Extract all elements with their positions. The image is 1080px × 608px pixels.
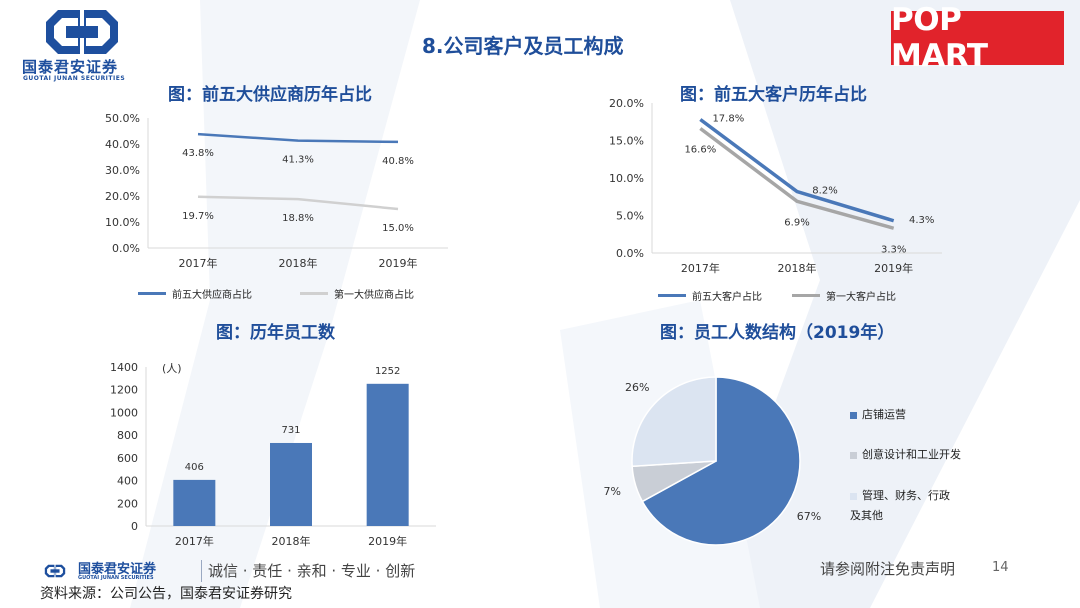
customers-x-tick-label: 2018年 <box>778 261 817 275</box>
customers-data-label: 4.3% <box>909 215 934 226</box>
logo-emblem-icon <box>46 10 118 54</box>
logo-cn-text: 国泰君安证券 <box>22 58 119 76</box>
footer-logo-cn: 国泰君安证券 <box>78 562 157 577</box>
employees-y-tick-label: 1000 <box>110 406 138 419</box>
employees-unit-label: (人) <box>162 362 182 375</box>
suppliers-y-tick-label: 50.0% <box>105 112 140 125</box>
suppliers-x-tick-label: 2019年 <box>379 256 418 270</box>
logo-en-text: GUOTAI JUNAN SECURITIES <box>23 75 126 82</box>
employees-y-tick-label: 600 <box>117 452 138 465</box>
employees-y-tick-label: 1400 <box>110 361 138 374</box>
footer-logo: 国泰君安证券 GUOTAI JUNAN SECURITIES <box>38 558 198 584</box>
pie-slice <box>641 376 801 546</box>
suppliers-series-line-2 <box>197 195 399 211</box>
footer-logo-en: GUOTAI JUNAN SECURITIES <box>78 575 154 581</box>
employees-data-label: 731 <box>281 425 300 436</box>
customers-y-tick-label: 0.0% <box>616 247 644 260</box>
legend-swatch <box>850 451 857 459</box>
employees-data-label: 1252 <box>375 366 400 377</box>
legend-label: 前五大供应商占比 <box>172 290 252 301</box>
chart-title-suppliers: 图：前五大供应商历年占比 <box>168 85 372 105</box>
footer-divider <box>201 560 202 582</box>
suppliers-y-tick-label: 0.0% <box>112 242 140 255</box>
legend-label: 前五大客户占比 <box>692 292 762 303</box>
customers-y-tick-label: 15.0% <box>609 135 644 148</box>
legend-label: 管理、财务、行政及其他 <box>850 489 950 522</box>
source-note: 资料来源：公司公告，国泰君安证券研究 <box>40 586 292 602</box>
suppliers-data-label: 19.7% <box>182 211 214 222</box>
employees-y-tick-label: 400 <box>117 475 138 488</box>
customers-series-line-1 <box>699 118 895 223</box>
employees-y-tick-label: 0 <box>131 520 138 533</box>
customers-data-label: 17.8% <box>712 114 744 125</box>
customers-data-label: 16.6% <box>684 145 716 156</box>
customers-x-tick-label: 2017年 <box>681 261 720 275</box>
chart-title-structure: 图：员工人数结构（2019年） <box>660 323 895 343</box>
chart-title-customers: 图：前五大客户历年占比 <box>680 85 867 105</box>
brand-logo-text: POP MART <box>891 2 988 74</box>
customers-data-label: 3.3% <box>881 244 906 255</box>
suppliers-y-tick-label: 10.0% <box>105 216 140 229</box>
legend-swatch <box>850 492 857 500</box>
employees-bar <box>173 479 216 526</box>
customers-y-tick-label: 5.0% <box>616 210 644 223</box>
legend-label: 店铺运营 <box>862 408 906 421</box>
suppliers-data-label: 41.3% <box>282 155 314 166</box>
page-number: 14 <box>992 560 1009 575</box>
suppliers-x-tick-label: 2017年 <box>179 256 218 270</box>
employees-x-tick-label: 2018年 <box>272 534 311 548</box>
employees-data-label: 406 <box>185 462 204 473</box>
customers-y-tick-label: 10.0% <box>609 172 644 185</box>
suppliers-data-label: 15.0% <box>382 223 414 234</box>
customers-x-tick-label: 2019年 <box>874 261 913 275</box>
legend-label: 第一大供应商占比 <box>334 290 414 301</box>
chart-title-employees: 图：历年员工数 <box>216 323 335 343</box>
employees-x-tick-label: 2019年 <box>368 534 407 548</box>
suppliers-y-tick-label: 20.0% <box>105 190 140 203</box>
legend-suppliers-top5: 前五大供应商占比 <box>138 286 252 301</box>
legend-label: 创意设计和工业开发 <box>862 448 961 461</box>
customers-series-line-2 <box>699 127 895 230</box>
suppliers-x-tick-label: 2018年 <box>279 256 318 270</box>
customers-y-tick-label: 20.0% <box>609 97 644 110</box>
employees-y-tick-label: 800 <box>117 429 138 442</box>
legend-swatch-line <box>658 294 686 297</box>
employees-y-tick-label: 200 <box>117 497 138 510</box>
company-logo: 国泰君安证券 GUOTAI JUNAN SECURITIES <box>22 8 142 83</box>
brand-logo: POP MART <box>891 2 1064 74</box>
pie-legend-design: 创意设计和工业开发 <box>850 446 961 462</box>
legend-swatch-line <box>792 294 820 297</box>
legend-customers-top5: 前五大客户占比 <box>658 288 762 303</box>
footer-slogan: 诚信 · 责任 · 亲和 · 专业 · 创新 <box>208 562 416 580</box>
suppliers-data-label: 40.8% <box>382 156 414 167</box>
suppliers-y-tick-label: 40.0% <box>105 138 140 151</box>
pie-data-label: 7% <box>604 485 621 498</box>
legend-swatch-line <box>138 292 166 295</box>
pie-data-label: 26% <box>625 381 649 394</box>
employees-bar <box>270 442 312 526</box>
legend-suppliers-top1: 第一大供应商占比 <box>300 286 414 301</box>
pie-data-label: 67% <box>797 510 821 523</box>
employees-bar <box>366 383 409 526</box>
legend-swatch <box>850 411 857 419</box>
legend-customers-top1: 第一大客户占比 <box>792 288 896 303</box>
employees-x-tick-label: 2017年 <box>175 534 214 548</box>
legend-swatch-line <box>300 292 328 295</box>
pie-legend-store: 店铺运营 <box>850 406 906 422</box>
customers-data-label: 8.2% <box>812 186 837 197</box>
suppliers-data-label: 43.8% <box>182 148 214 159</box>
pie-legend-admin: 管理、财务、行政及其他 <box>850 486 960 526</box>
page-title: 8.公司客户及员工构成 <box>422 34 624 58</box>
pie-slice <box>631 376 717 468</box>
employees-y-tick-label: 1200 <box>110 384 138 397</box>
legend-label: 第一大客户占比 <box>826 292 896 303</box>
footer-disclaimer: 请参阅附注免责声明 <box>820 560 956 578</box>
suppliers-data-label: 18.8% <box>282 213 314 224</box>
customers-data-label: 6.9% <box>784 217 809 228</box>
suppliers-series-line-1 <box>197 132 399 144</box>
footer-logo-emblem-icon <box>44 564 66 578</box>
suppliers-y-tick-label: 30.0% <box>105 164 140 177</box>
